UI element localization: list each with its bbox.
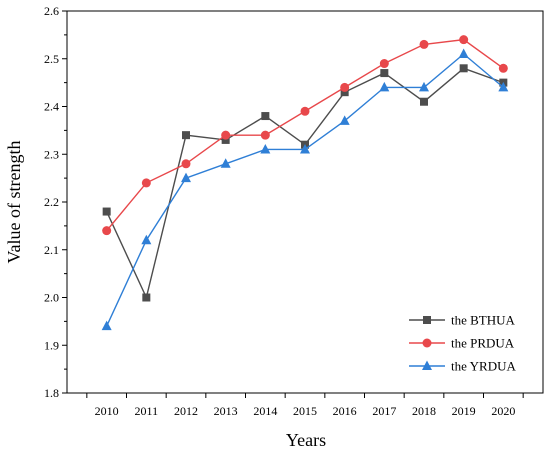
x-tick-label: 2015 xyxy=(293,404,317,418)
legend-item: the YRDUA xyxy=(409,359,516,374)
x-tick-label: 2012 xyxy=(174,404,198,418)
data-point xyxy=(102,226,112,236)
legend-item: the BTHUA xyxy=(409,313,516,328)
data-point xyxy=(182,131,190,140)
y-tick-label: 2.3 xyxy=(44,147,59,161)
data-point xyxy=(420,97,428,106)
data-point xyxy=(339,115,350,125)
x-tick-label: 2010 xyxy=(95,404,119,418)
y-tick-label: 2.4 xyxy=(44,100,59,114)
data-point xyxy=(379,59,389,69)
data-point xyxy=(459,64,468,73)
data-point xyxy=(300,143,310,154)
x-axis: 2010 2011 2012 2013 2014 2015 2016 2017 2018 2019… xyxy=(86,393,524,418)
x-tick-label: 2019 xyxy=(452,404,476,418)
y-axis: 1.8 1.9 2.0 2.1 2.2 2.3 2.4 2.5 2.6 xyxy=(44,4,67,400)
series-line xyxy=(106,53,504,327)
y-axis-title: Value of strength xyxy=(4,141,24,264)
data-point xyxy=(260,130,270,140)
legend: the BTHUA the PRDUA the YRDUA xyxy=(409,313,516,374)
data-point xyxy=(260,143,271,154)
data-point xyxy=(102,207,111,216)
data-point xyxy=(419,81,429,92)
data-point xyxy=(498,81,509,92)
data-point xyxy=(101,320,112,331)
data-point xyxy=(498,63,508,73)
y-tick-label: 2.0 xyxy=(44,291,59,305)
y-tick-label: 2.6 xyxy=(44,4,59,18)
data-point xyxy=(142,293,151,302)
x-tick-label: 2020 xyxy=(491,404,515,418)
x-tick-label: 2014 xyxy=(253,404,277,418)
data-point xyxy=(340,88,349,97)
legend-label: the YRDUA xyxy=(451,359,516,374)
data-point xyxy=(300,106,310,116)
series-layer xyxy=(101,35,509,331)
legend-marker xyxy=(423,316,431,324)
series-2 xyxy=(102,35,508,236)
data-point xyxy=(419,39,429,49)
data-point xyxy=(221,130,231,140)
data-point xyxy=(221,135,230,144)
x-tick-label: 2017 xyxy=(372,404,396,418)
legend-label: the PRDUA xyxy=(451,336,515,351)
data-point xyxy=(379,81,390,92)
data-point xyxy=(459,35,469,45)
legend-marker xyxy=(422,360,432,370)
y-tick-label: 2.1 xyxy=(44,243,59,257)
data-point xyxy=(220,158,231,168)
data-point xyxy=(181,172,191,183)
y-tick-label: 2.2 xyxy=(44,195,59,209)
data-point xyxy=(340,82,350,92)
data-point xyxy=(380,69,389,78)
series-line xyxy=(106,38,504,232)
legend-item: the PRDUA xyxy=(409,336,515,351)
legend-label: the BTHUA xyxy=(451,313,516,328)
y-tick-label: 1.8 xyxy=(44,386,59,400)
series-1 xyxy=(102,64,508,302)
x-tick-label: 2016 xyxy=(333,404,357,418)
y-tick-label: 2.5 xyxy=(44,52,59,66)
x-axis-title: Years xyxy=(286,430,326,450)
data-point xyxy=(458,48,469,58)
x-tick-label: 2018 xyxy=(412,404,436,418)
x-tick-label: 2011 xyxy=(135,404,159,418)
legend-marker xyxy=(422,338,432,348)
y-tick-label: 1.9 xyxy=(44,338,59,352)
data-point xyxy=(261,112,270,121)
x-tick-label: 2013 xyxy=(214,404,238,418)
data-point xyxy=(141,178,151,188)
data-point xyxy=(181,159,191,169)
data-point xyxy=(141,234,152,245)
series-line xyxy=(106,67,504,300)
series-3 xyxy=(101,48,509,331)
